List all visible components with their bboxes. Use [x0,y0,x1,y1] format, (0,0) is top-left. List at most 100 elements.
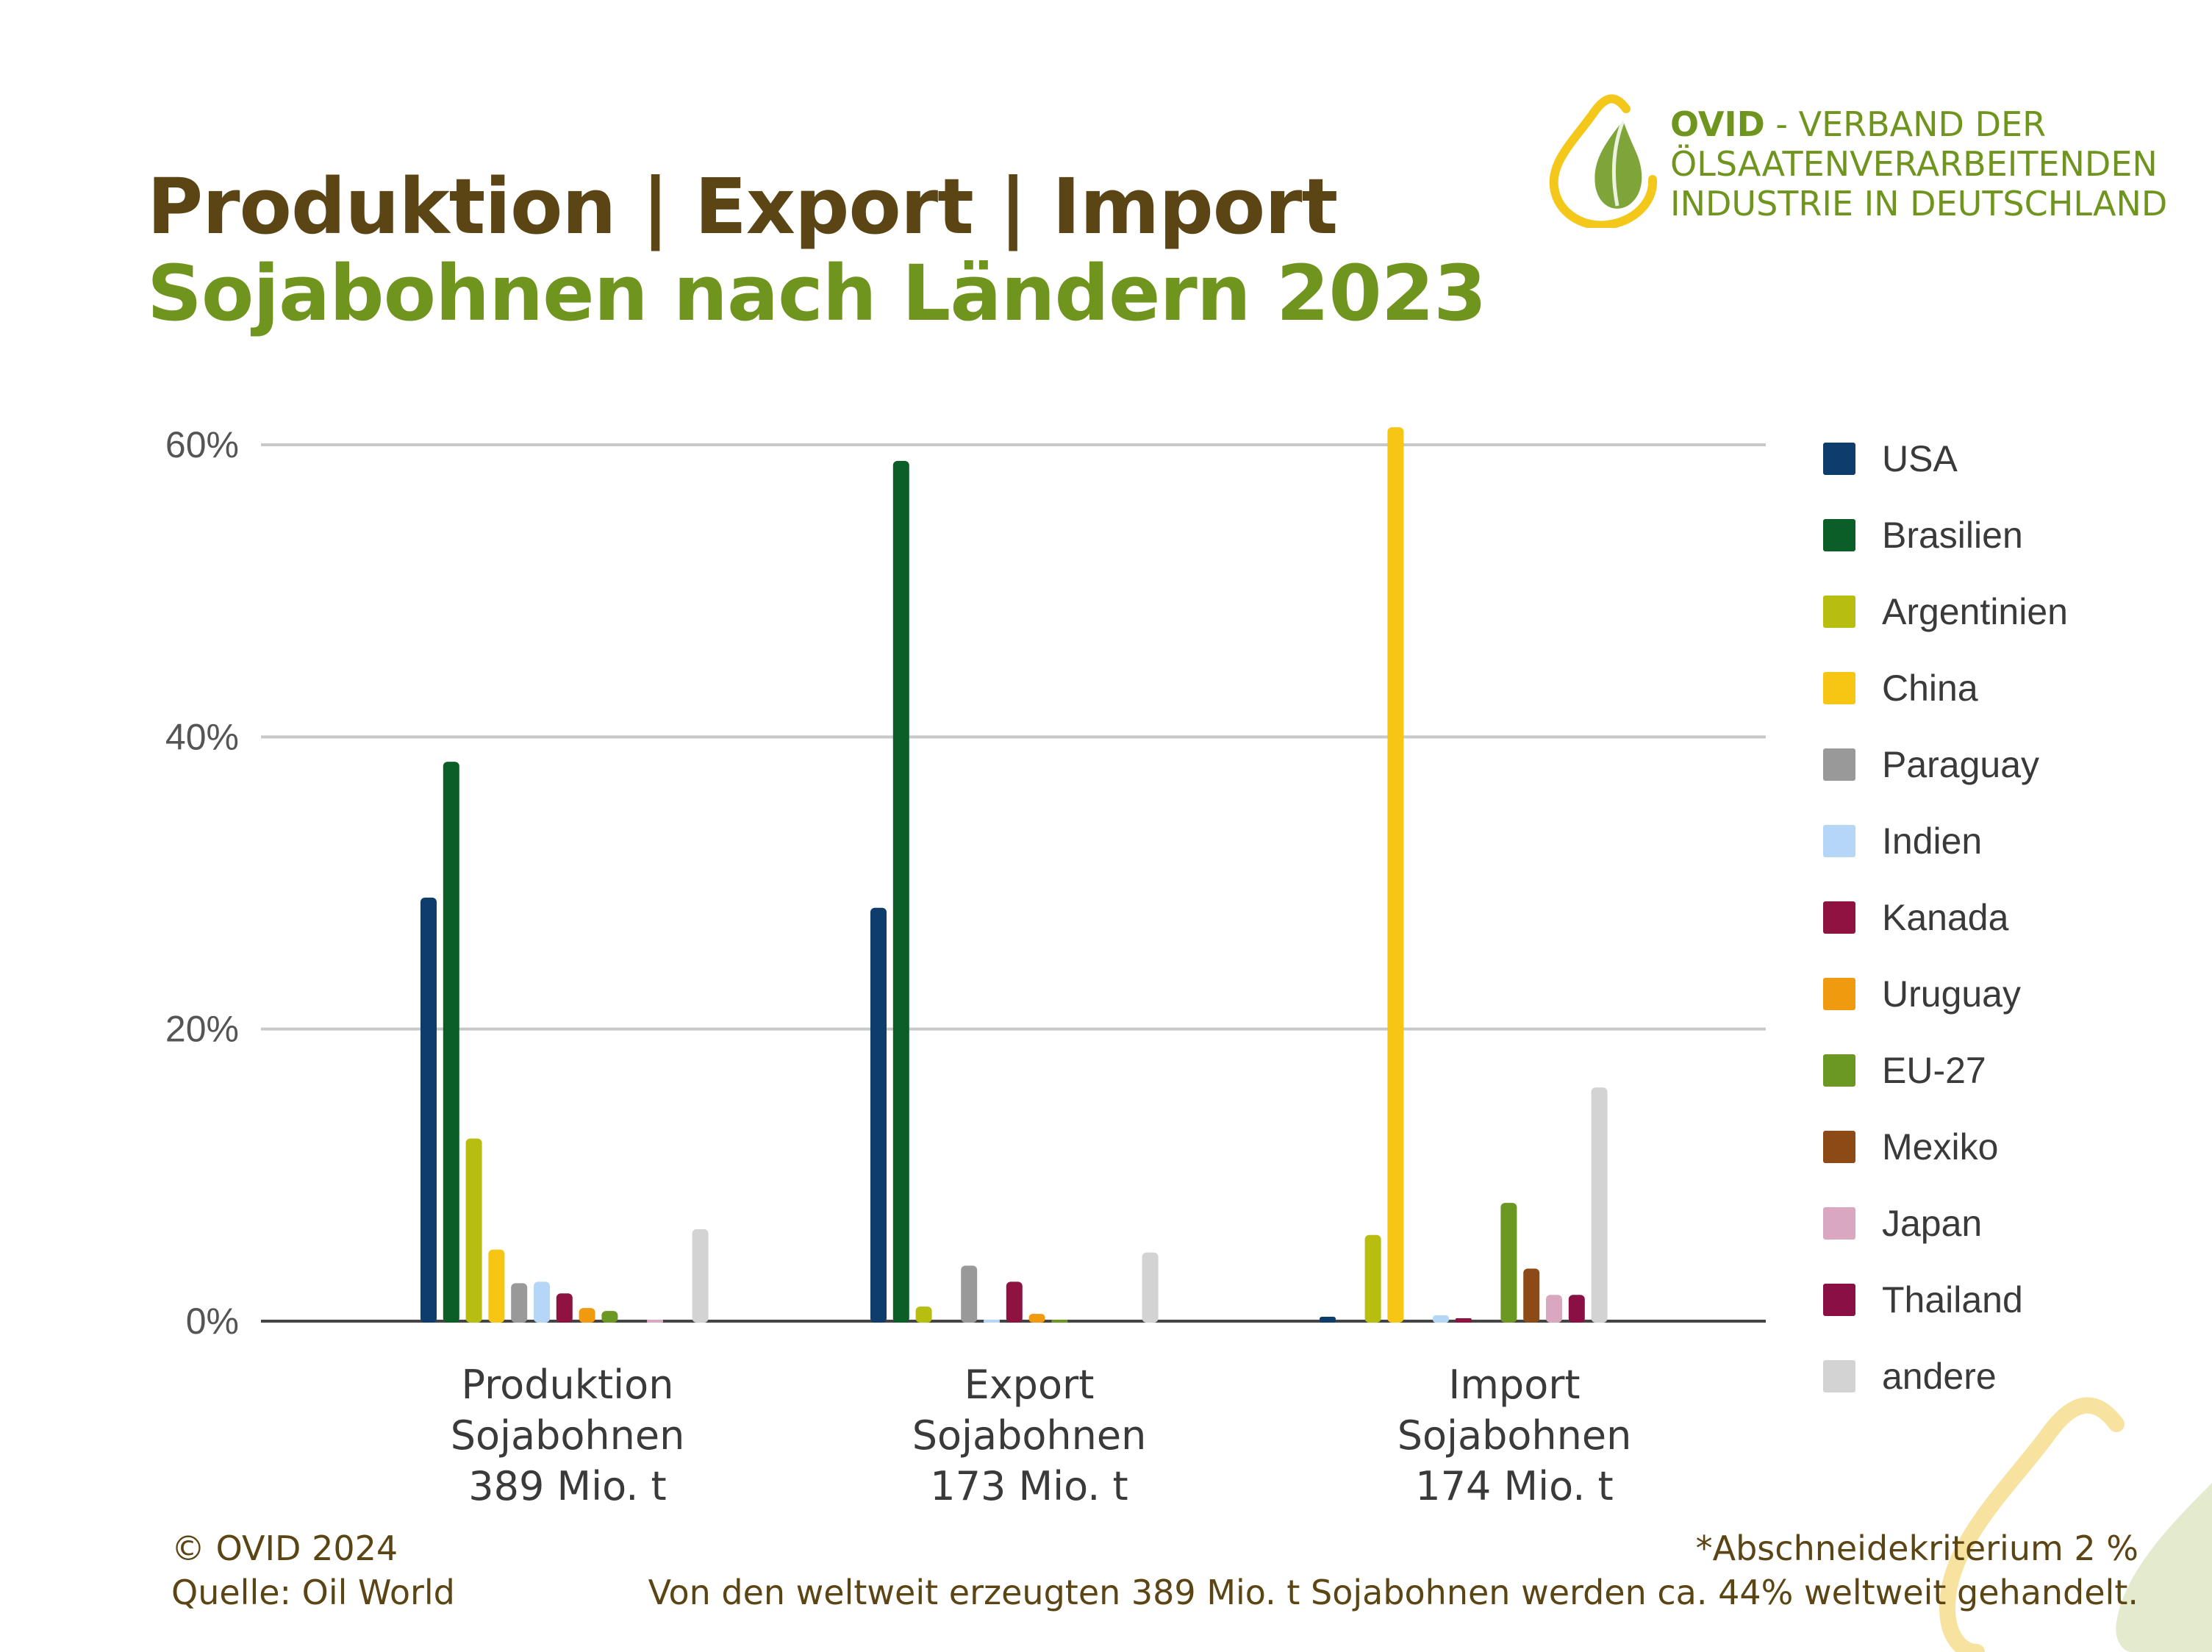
bar-andere-export [1142,1252,1159,1323]
x-category-label: Produktion [462,1362,674,1408]
bar-mexiko-import [1523,1268,1540,1323]
bar-thailand-import [1568,1295,1585,1323]
corner-drop-decoration-icon [1939,1397,2212,1652]
bar-eu-27-produktion [601,1311,618,1323]
y-tick-label: 40% [165,716,239,757]
bar-usa-import [1320,1317,1336,1323]
bar-kanada-produktion [556,1293,573,1323]
legend-label: China [1882,668,1978,709]
x-category-label: Import [1448,1362,1580,1408]
legend-item-paraguay: Paraguay [1823,726,2068,803]
y-tick-label: 60% [165,424,239,465]
footer-left: © OVID 2024 Quelle: Oil World [171,1526,455,1615]
legend-label: Mexiko [1882,1126,1999,1168]
legend-label: Paraguay [1882,744,2040,785]
chart-legend: USA Brasilien Argentinien China Paraguay Indi… [1823,421,2068,1415]
x-category-label: Sojabohnen [912,1412,1147,1459]
legend-label: USA [1882,438,1958,479]
bar-eu-27-import [1500,1203,1517,1323]
oil-drop-logo-icon [1549,94,1658,228]
x-category-label: 174 Mio. t [1415,1463,1613,1509]
legend-item-andere: andere [1823,1338,2068,1415]
ovid-logo: OVID - VERBAND DER ÖLSAATENVERARBEITENDE… [1544,88,2169,235]
legend-item-thailand: Thailand [1823,1262,2068,1338]
legend-swatch [1823,901,1855,934]
legend-swatch [1823,519,1855,551]
cutoff-note: *Abschneidekriterium 2 % [1695,1528,2138,1568]
legend-label: EU-27 [1882,1050,1986,1091]
logo-line-1: - VERBAND DER [1764,104,2047,144]
bar-brasilien-export [892,460,909,1323]
logo-line-3: INDUSTRIE IN DEUTSCHLAND [1670,184,2168,224]
legend-item-indien: Indien [1823,803,2068,879]
bar-brasilien-produktion [443,762,459,1323]
logo-brand: OVID [1670,104,1765,144]
legend-label: Uruguay [1882,973,2021,1015]
legend-item-mexiko: Mexiko [1823,1109,2068,1185]
bar-indien-export [984,1320,1000,1323]
legend-swatch [1823,596,1855,628]
legend-item-eu-27: EU-27 [1823,1032,2068,1109]
y-tick-label: 0% [186,1301,239,1342]
bar-paraguay-produktion [511,1283,528,1323]
logo-line-2: ÖLSAATENVERARBEITENDEN [1670,144,2158,184]
bar-usa-export [870,907,887,1323]
legend-item-usa: USA [1823,421,2068,497]
x-category-label: Export [964,1362,1095,1408]
bar-china-import [1387,427,1404,1323]
legend-item-argentinien: Argentinien [1823,573,2068,650]
legend-label: Indien [1882,820,1983,862]
bar-andere-import [1591,1087,1608,1323]
chart-title: Produktion | Export | Import [147,162,1338,251]
bar-kanada-import [1455,1318,1472,1323]
bar-indien-produktion [534,1281,550,1323]
legend-item-uruguay: Uruguay [1823,956,2068,1032]
legend-swatch [1823,672,1855,704]
legend-swatch [1823,443,1855,475]
bar-japan-import [1546,1295,1562,1323]
bar-uruguay-export [1028,1314,1045,1323]
legend-label: Argentinien [1882,591,2068,632]
legend-swatch [1823,825,1855,857]
bar-andere-produktion [692,1229,709,1323]
source-text: Quelle: Oil World [171,1573,455,1612]
legend-label: Kanada [1882,897,2009,938]
legend-swatch [1823,1360,1855,1392]
legend-item-brasilien: Brasilien [1823,497,2068,573]
legend-swatch [1823,978,1855,1010]
legend-label: Brasilien [1882,515,2023,556]
bar-argentinien-export [915,1306,932,1323]
legend-swatch [1823,1131,1855,1163]
legend-swatch [1823,1054,1855,1087]
copyright-text: © OVID 2024 [171,1528,398,1568]
bar-kanada-export [1006,1281,1023,1323]
legend-swatch [1823,1284,1855,1316]
x-category-label: 173 Mio. t [930,1463,1128,1509]
bar-uruguay-produktion [579,1308,595,1323]
bar-indien-import [1433,1315,1449,1323]
trade-note: Von den weltweit erzeugten 389 Mio. t So… [648,1573,2138,1612]
x-category-label: 389 Mio. t [468,1463,666,1509]
bar-usa-produktion [420,897,437,1323]
bar-eu-27-export [1051,1320,1068,1323]
footer-right: *Abschneidekriterium 2 % Von den weltwei… [648,1526,2138,1615]
grid-layer [261,443,1766,1323]
legend-item-japan: Japan [1823,1185,2068,1262]
x-category-label: Sojabohnen [451,1412,685,1459]
legend-swatch [1823,748,1855,781]
legend-item-kanada: Kanada [1823,879,2068,956]
bar-argentinien-import [1364,1234,1381,1323]
legend-label: Japan [1882,1203,1983,1244]
legend-item-china: China [1823,650,2068,726]
y-tick-label: 20% [165,1009,239,1050]
bar-argentinien-produktion [465,1138,482,1323]
bar-china-produktion [488,1249,505,1323]
bar-paraguay-export [961,1265,978,1323]
logo-text: OVID - VERBAND DER ÖLSAATENVERARBEITENDE… [1670,104,2167,224]
legend-swatch [1823,1207,1855,1240]
chart-subtitle: Sojabohnen nach Ländern 2023 [147,248,1487,338]
bars-layer [420,427,1608,1323]
legend-label: Thailand [1882,1279,2023,1320]
